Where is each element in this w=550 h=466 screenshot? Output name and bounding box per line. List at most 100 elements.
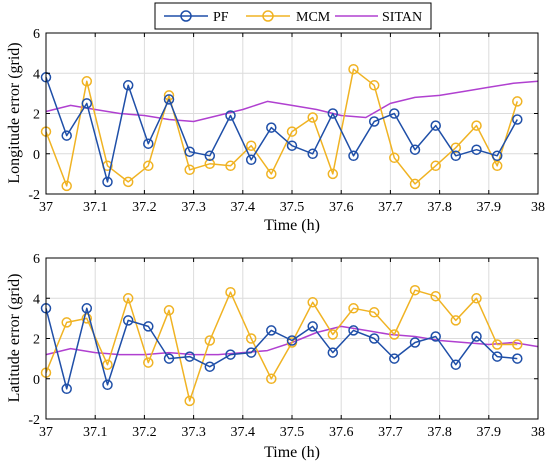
series-pf-point [245,347,257,358]
x-tick-label: 37.8 [427,200,452,215]
series-pf-point [225,349,236,360]
series-mcm-point [61,317,72,328]
series-mcm-point [102,359,113,370]
y-tick-label: 0 [33,148,40,163]
x-tick-label: 37.7 [378,200,403,215]
chart-latitude-series [40,284,539,407]
legend-mcm-label: MCM [296,10,331,25]
series-pf-point [286,335,298,346]
x-tick-label: 37.3 [181,425,206,440]
chart-latitude-xlabel: Time (h) [264,444,320,461]
series-mcm-point [143,160,154,172]
x-tick-label: 37.1 [83,200,108,215]
chart-longitude-ylabel: Longitude error (grid) [6,42,23,183]
series-pf-point [286,140,298,151]
series-mcm-point [122,293,134,304]
series-mcm-point [184,395,195,407]
x-tick-label: 37 [39,200,53,215]
series-pf-point [102,176,113,188]
series-pf-point [409,144,421,155]
series-mcm-point [450,315,462,326]
series-mcm-point [122,176,134,188]
series-mcm-point [204,335,216,346]
series-mcm-point [245,333,257,344]
series-mcm-point [409,178,421,190]
series-pf-point [266,122,277,133]
x-tick-label: 37.1 [83,425,108,440]
series-mcm-point [225,160,236,172]
series-pf-point [348,150,359,162]
series-pf-point [204,150,216,162]
legend-mcm-marker [262,10,274,22]
series-mcm-point [327,168,339,180]
series-mcm-point [307,297,318,308]
x-tick-label: 37.3 [181,200,206,215]
series-pf-point [450,359,462,370]
series-pf-point [122,80,134,91]
series-mcm-point [512,339,523,350]
chart-latitude-ticks: 37 37.1 37.2 37.3 37.4 37.5 37.6 37.7 37.8 37.9 38… [28,252,545,440]
series-pf-point [430,120,441,131]
x-tick-label: 38 [531,200,545,215]
series-mcm-point [327,329,339,340]
chart-latitude-ylabel: Latitude error (grid) [6,274,23,403]
y-tick-label: -2 [28,188,40,203]
legend-item-sitan: SITAN [335,10,422,25]
series-pf-point [409,337,421,348]
x-tick-label: 37.7 [378,425,403,440]
series-pf-point [348,325,359,336]
series-mcm-point [143,357,154,368]
legend-pf-marker [180,10,192,22]
chart-longitude-ticks: 37 37.1 37.2 37.3 37.4 37.5 37.6 37.7 37.8 37.9 38… [28,27,545,215]
series-pf-point [122,315,134,326]
y-tick-label: 4 [33,67,40,82]
x-tick-label: 37.8 [427,425,452,440]
series-pf-point [184,351,195,362]
series-mcm-point [81,76,93,87]
series-mcm-point [286,126,298,137]
chart-longitude-xlabel: Time (h) [264,217,320,234]
legend-sitan-label: SITAN [382,10,422,25]
x-tick-label: 37.4 [231,200,256,215]
series-mcm-point [266,168,277,180]
series-pf-point [61,383,72,395]
series-mcm-point [348,303,359,314]
series-mcm-point [491,339,503,350]
series-pf-point [61,130,72,141]
series-mcm-point [491,160,503,172]
legend-item-mcm: MCM [246,10,331,25]
series-mcm-point [307,112,318,123]
series-pf-point [143,321,154,332]
x-tick-label: 37.9 [477,200,502,215]
legend: PF MCM SITAN [154,2,432,30]
series-mcm-point [163,305,175,316]
x-tick-label: 37.4 [231,425,256,440]
y-tick-label: 2 [33,333,40,348]
series-pf-point [81,303,93,314]
series-mcm-point [471,293,482,304]
x-tick-label: 37.5 [280,425,305,440]
y-tick-label: -2 [28,413,40,428]
y-tick-label: 2 [33,108,40,123]
series-pf-line [45,307,518,390]
series-sitan-line [45,80,539,123]
y-tick-label: 6 [33,27,40,42]
series-pf-point [245,154,257,166]
y-tick-label: 0 [33,373,40,388]
series-pf-point [368,333,380,344]
x-tick-label: 37 [39,425,53,440]
series-pf-point [389,108,400,119]
series-pf-point [512,114,523,125]
series-pf-point [81,98,93,109]
chart-latitude: 37 37.1 37.2 37.3 37.4 37.5 37.6 37.7 37.8 37.9 38… [6,252,545,461]
series-pf-point [327,108,339,119]
series-pf-point [471,144,482,155]
x-tick-label: 37.2 [132,425,157,440]
x-tick-label: 37.9 [477,425,502,440]
series-mcm-point [368,307,380,318]
chart-longitude: 37 37.1 37.2 37.3 37.4 37.5 37.6 37.7 37.8 37.9 38… [6,27,545,234]
series-pf-point [266,325,277,336]
series-mcm-point [184,164,195,176]
series-pf-point [307,148,318,160]
series-pf-point [163,353,175,364]
